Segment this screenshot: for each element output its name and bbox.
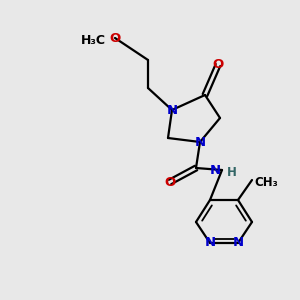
Text: N: N xyxy=(210,164,221,176)
Text: O: O xyxy=(110,32,121,44)
Text: H: H xyxy=(227,166,237,178)
Text: N: N xyxy=(167,103,178,116)
Text: N: N xyxy=(194,136,206,148)
Text: N: N xyxy=(232,236,244,250)
Text: O: O xyxy=(212,58,224,71)
Text: O: O xyxy=(164,176,175,188)
Text: H₃C: H₃C xyxy=(80,34,106,47)
Text: N: N xyxy=(204,236,216,250)
Text: CH₃: CH₃ xyxy=(254,176,278,190)
